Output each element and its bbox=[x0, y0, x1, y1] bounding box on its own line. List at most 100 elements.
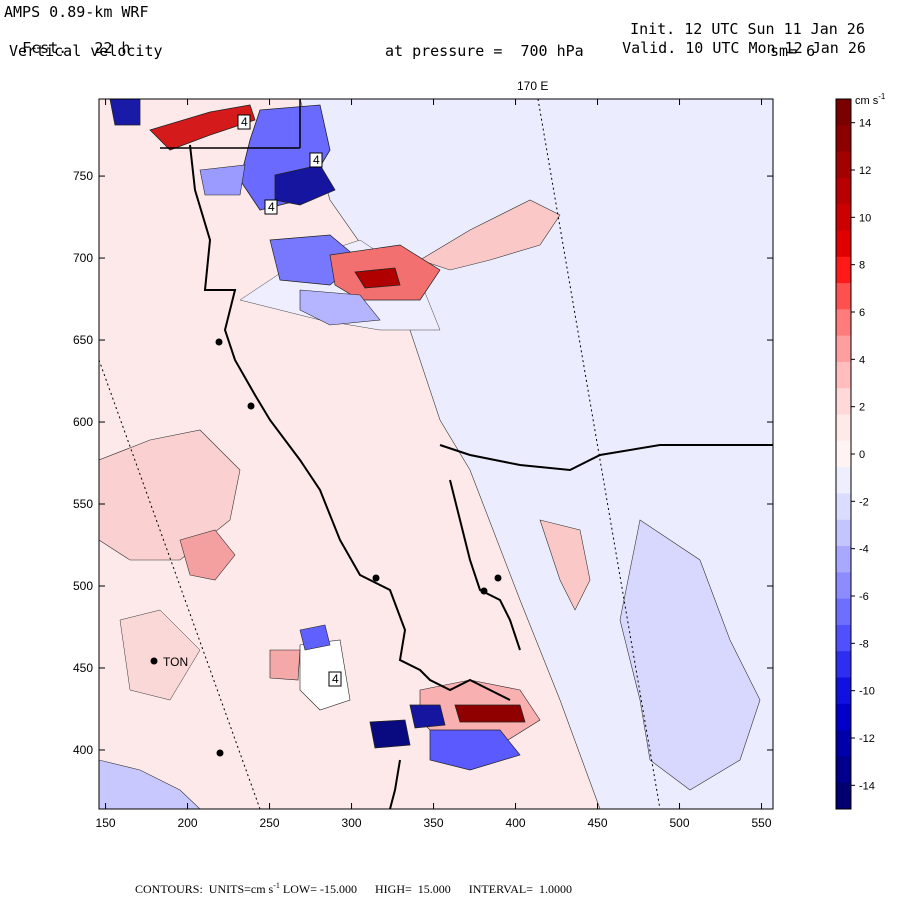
interval-label: INTERVAL= bbox=[468, 882, 534, 896]
meridian-170e bbox=[537, 99, 661, 809]
colorbar-label: 0 bbox=[859, 449, 865, 461]
station-markers: TON bbox=[150, 338, 502, 757]
colorbar-units: cm s-1 bbox=[855, 92, 886, 107]
colorbar-label: 4 bbox=[859, 354, 865, 366]
box-label: 4 bbox=[313, 153, 320, 167]
coastline-south bbox=[389, 759, 401, 809]
low-value: -15.000 bbox=[320, 882, 357, 896]
station-dot bbox=[480, 587, 488, 595]
x-tick-label: 150 bbox=[96, 816, 116, 830]
units-exponent: -1 bbox=[273, 881, 280, 890]
y-tick-label: 500 bbox=[73, 579, 93, 593]
forecast-hours: 22 h bbox=[94, 39, 131, 57]
box-label: 4 bbox=[241, 115, 248, 129]
colorbar-label: 6 bbox=[859, 307, 865, 319]
y-tick-label: 650 bbox=[73, 333, 93, 347]
colorbar-label: -2 bbox=[859, 496, 869, 508]
colorbar-swatch bbox=[836, 677, 851, 705]
colorbar-label: -12 bbox=[859, 733, 875, 745]
box-label: 4 bbox=[332, 672, 339, 686]
model-title: AMPS 0.89-km WRF bbox=[4, 3, 149, 21]
y-tick-label: 750 bbox=[73, 169, 93, 183]
y-tick-label: 600 bbox=[73, 415, 93, 429]
colorbar-label: 12 bbox=[859, 165, 871, 177]
descent-cell-north-2 bbox=[199, 164, 246, 196]
colorbar-swatch bbox=[836, 283, 851, 310]
contours-label: CONTOURS: bbox=[135, 882, 203, 896]
colorbar-swatch bbox=[836, 651, 851, 679]
colorbar-swatch bbox=[836, 335, 851, 363]
coastline-east bbox=[439, 444, 773, 472]
x-tick-label: 200 bbox=[178, 816, 198, 830]
y-axis: 400 450 500 550 600 650 700 750 bbox=[73, 169, 773, 757]
low-label: LOW= bbox=[282, 882, 317, 896]
units-label: UNITS=cm s bbox=[208, 882, 274, 896]
descent-region-southwest bbox=[99, 759, 201, 809]
longitude-lines bbox=[99, 99, 661, 809]
coastline-layer bbox=[160, 99, 773, 809]
ascent-region-east bbox=[539, 519, 591, 611]
strong-descent-core-south bbox=[409, 704, 446, 729]
station-dot bbox=[216, 749, 224, 757]
interval-value: 1.0000 bbox=[539, 882, 573, 896]
descent-cell-south-of-central bbox=[299, 289, 381, 326]
pressure-level: at pressure = 700 hPa bbox=[385, 42, 584, 60]
init-line: Init. 12 UTC Sun 11 Jan 26 bbox=[612, 4, 865, 38]
x-tick-label: 350 bbox=[424, 816, 444, 830]
colorbar-swatch bbox=[836, 572, 851, 600]
colorbar-swatch bbox=[836, 151, 851, 179]
box-label: 4 bbox=[268, 200, 275, 214]
colorbar-swatch bbox=[836, 204, 851, 231]
colorbar-swatch bbox=[836, 703, 851, 731]
box-label-frame bbox=[264, 199, 278, 215]
station-dot bbox=[215, 338, 223, 346]
box-label-frame bbox=[237, 114, 251, 130]
colorbar-label: 2 bbox=[859, 402, 865, 414]
colorbar-label: -8 bbox=[859, 638, 869, 650]
colorbar-swatch bbox=[836, 756, 851, 784]
valid-time: 10 UTC Mon 12 Jan 26 bbox=[685, 39, 866, 57]
colorbar-swatch bbox=[836, 125, 851, 153]
valid-label: Valid. bbox=[622, 39, 677, 57]
x-tick-label: 400 bbox=[506, 816, 526, 830]
ascent-core-west bbox=[179, 529, 236, 581]
descent-region-south bbox=[429, 729, 521, 771]
x-tick-label: 300 bbox=[342, 816, 362, 830]
x-tick-label: 450 bbox=[588, 816, 608, 830]
high-label: HIGH= bbox=[375, 882, 412, 896]
init-label: Init. bbox=[630, 20, 676, 38]
colorbar-label: 14 bbox=[859, 118, 871, 130]
ascent-cell-void-west bbox=[269, 649, 301, 681]
strong-ascent-core-south bbox=[454, 704, 526, 723]
ascent-band-north bbox=[419, 199, 561, 271]
forecast-label: Fcst. bbox=[22, 39, 68, 57]
meridian-label: 170 E bbox=[517, 79, 549, 93]
station-dot bbox=[494, 574, 502, 582]
plot-frame bbox=[98, 98, 774, 810]
colorbar-swatch bbox=[836, 99, 851, 126]
colorbar-label: -6 bbox=[859, 591, 869, 603]
colorbar-label: 10 bbox=[859, 212, 871, 224]
colorbar-swatch bbox=[836, 546, 851, 573]
strong-descent-northwest bbox=[109, 99, 141, 126]
box-label-frame bbox=[328, 671, 342, 687]
strong-ascent-core-central bbox=[354, 267, 401, 289]
colorbar: 14 12 10 8 6 4 2 0 -2 -4 -6 -8 -10 -12 -14 bbox=[835, 98, 875, 810]
ascent-region-west bbox=[99, 429, 241, 561]
y-tick-label: 400 bbox=[73, 743, 93, 757]
smoothing-label: sm= 6 bbox=[770, 42, 816, 60]
colorbar-swatch bbox=[836, 414, 851, 442]
y-tick-label: 550 bbox=[73, 497, 93, 511]
field-name: Vertical velocity bbox=[9, 42, 163, 60]
x-tick-label: 500 bbox=[670, 816, 690, 830]
box-label-frame bbox=[309, 152, 323, 168]
y-tick-label: 700 bbox=[73, 251, 93, 265]
init-time: 12 UTC Sun 11 Jan 26 bbox=[684, 20, 865, 38]
y-tick-label: 450 bbox=[73, 661, 93, 675]
colorbar-swatch bbox=[836, 440, 851, 468]
colorbar-swatch bbox=[836, 730, 851, 757]
colorbar-swatch bbox=[836, 493, 851, 521]
x-tick-label: 250 bbox=[260, 816, 280, 830]
colorbar-label: -14 bbox=[859, 780, 875, 792]
valid-line: Valid. 10 UTC Mon 12 Jan 26 bbox=[604, 23, 866, 57]
